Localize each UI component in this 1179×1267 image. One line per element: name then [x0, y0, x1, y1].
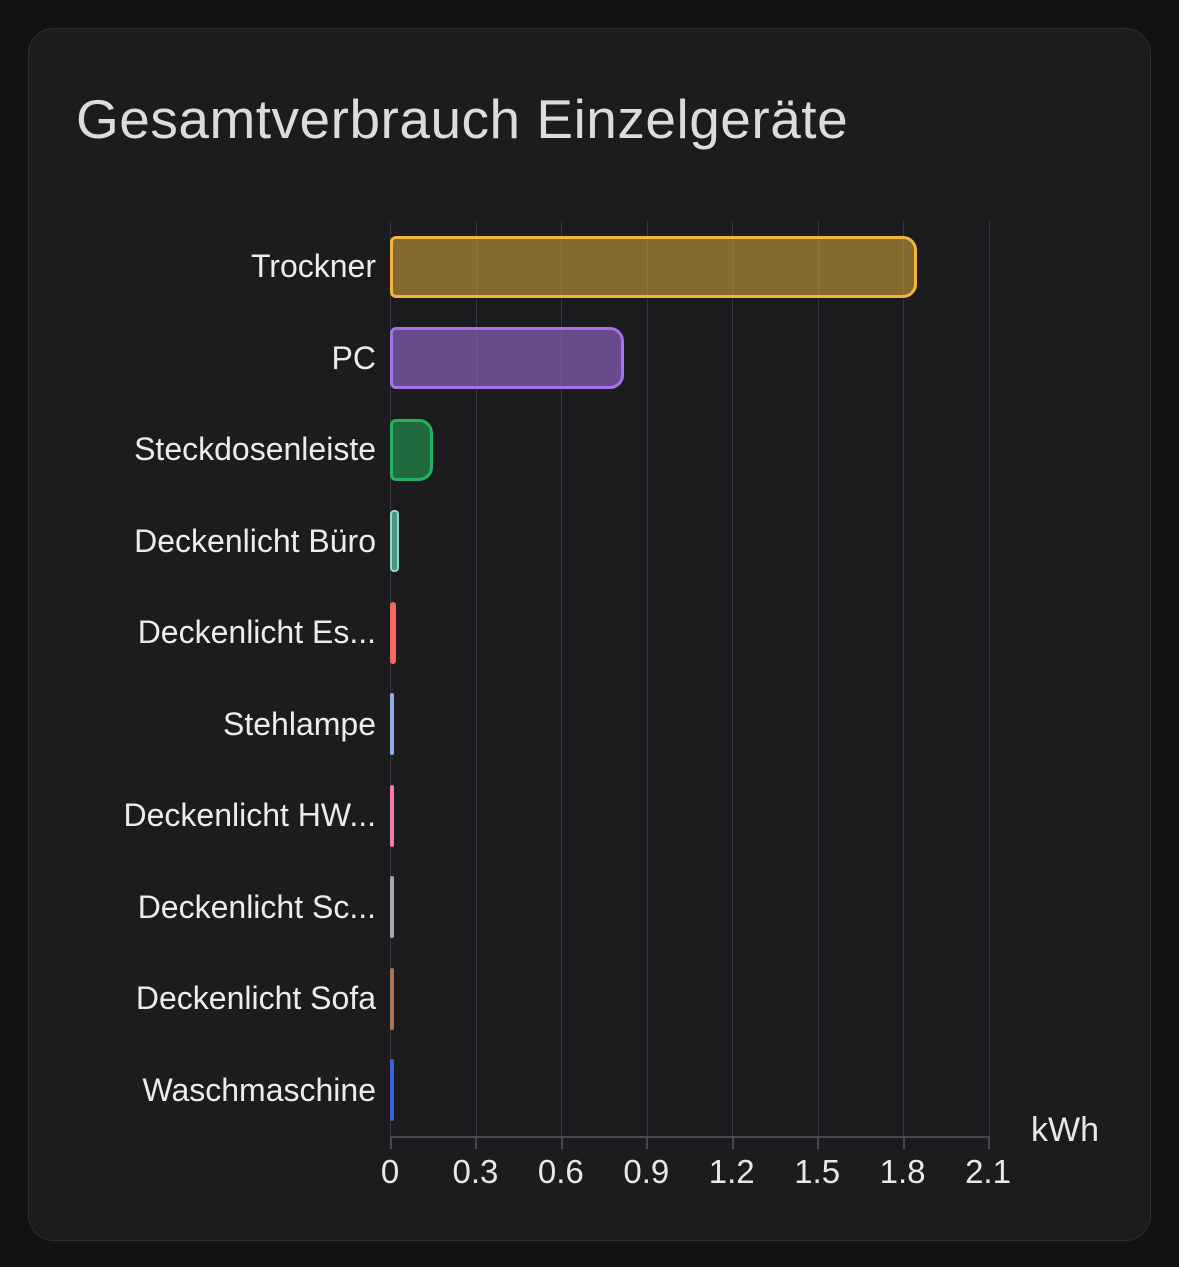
category-label: Deckenlicht Sc... [137, 888, 376, 925]
x-tick-label: 0.9 [623, 1153, 670, 1190]
bar-track [390, 876, 988, 939]
x-axis-tick [390, 1136, 392, 1149]
x-axis-tick [902, 1136, 905, 1149]
x-tick-label: 1.8 [879, 1153, 926, 1190]
chart-row: PC [29, 313, 1150, 405]
bar-pc[interactable] [390, 327, 624, 390]
chart-row: Deckenlicht Sofa [29, 953, 1150, 1045]
x-axis-unit-label: kWh [1031, 1111, 1099, 1149]
category-label: Deckenlicht Es... [137, 614, 376, 651]
bar-deckenlicht-büro[interactable] [390, 510, 399, 573]
category-label: Deckenlicht Büro [134, 522, 376, 559]
x-tick-label: 1.5 [794, 1153, 841, 1190]
bar-deckenlicht-sc[interactable] [390, 876, 394, 939]
bar-track [390, 967, 988, 1030]
chart-card: Gesamtverbrauch Einzelgeräte Trockner PC S… [28, 28, 1151, 1241]
chart-row: Waschmaschine [29, 1045, 1150, 1137]
bar-track [390, 418, 988, 481]
chart-row: Deckenlicht Büro [29, 496, 1150, 588]
x-tick-label: 2.1 [965, 1153, 1011, 1190]
bar-track [390, 693, 988, 756]
chart-title: Gesamtverbrauch Einzelgeräte [76, 88, 849, 150]
category-label: Deckenlicht Sofa [135, 980, 376, 1017]
x-tick-label: 1.2 [708, 1153, 755, 1190]
bar-deckenlicht-hw[interactable] [390, 784, 394, 847]
chart-row: Deckenlicht Sc... [29, 862, 1150, 954]
x-tick-label: 0.3 [452, 1153, 499, 1190]
bar-track [390, 235, 988, 298]
x-axis-tick [817, 1136, 820, 1149]
category-label: Stehlampe [223, 705, 376, 742]
bar-deckenlicht-sofa[interactable] [390, 967, 394, 1030]
x-axis-tick [731, 1136, 734, 1149]
bar-deckenlicht-es[interactable] [390, 601, 396, 664]
bar-track [390, 510, 988, 573]
chart-row: Stehlampe [29, 679, 1150, 771]
bar-track [390, 784, 988, 847]
bar-track [390, 601, 988, 664]
category-label: Trockner [250, 248, 376, 285]
category-label: Deckenlicht HW... [123, 797, 376, 834]
bar-trockner[interactable] [390, 235, 917, 298]
x-axis-tick [560, 1136, 563, 1149]
x-axis-tick [646, 1136, 649, 1149]
chart-row: Deckenlicht Es... [29, 587, 1150, 679]
chart-row: Deckenlicht HW... [29, 770, 1150, 862]
bar-track [390, 327, 988, 390]
chart-row: Steckdosenleiste [29, 404, 1150, 496]
bar-steckdosenleiste[interactable] [390, 418, 433, 481]
chart-row: Trockner [29, 221, 1150, 313]
x-axis-line [390, 1136, 989, 1138]
x-tick-label: 0 [380, 1153, 400, 1190]
bar-stehlampe[interactable] [390, 693, 394, 756]
bar-waschmaschine[interactable] [390, 1059, 394, 1122]
x-axis-tick [988, 1136, 990, 1149]
x-tick-label: 0.6 [537, 1153, 584, 1190]
category-label: Waschmaschine [142, 1071, 376, 1108]
x-axis-tick [475, 1136, 478, 1149]
bar-rows-container: Trockner PC Steckdosenleiste Deckenlicht Bü… [29, 221, 1150, 1136]
bar-track [390, 1059, 988, 1122]
category-label: Steckdosenleiste [134, 431, 376, 468]
category-label: PC [331, 339, 376, 376]
